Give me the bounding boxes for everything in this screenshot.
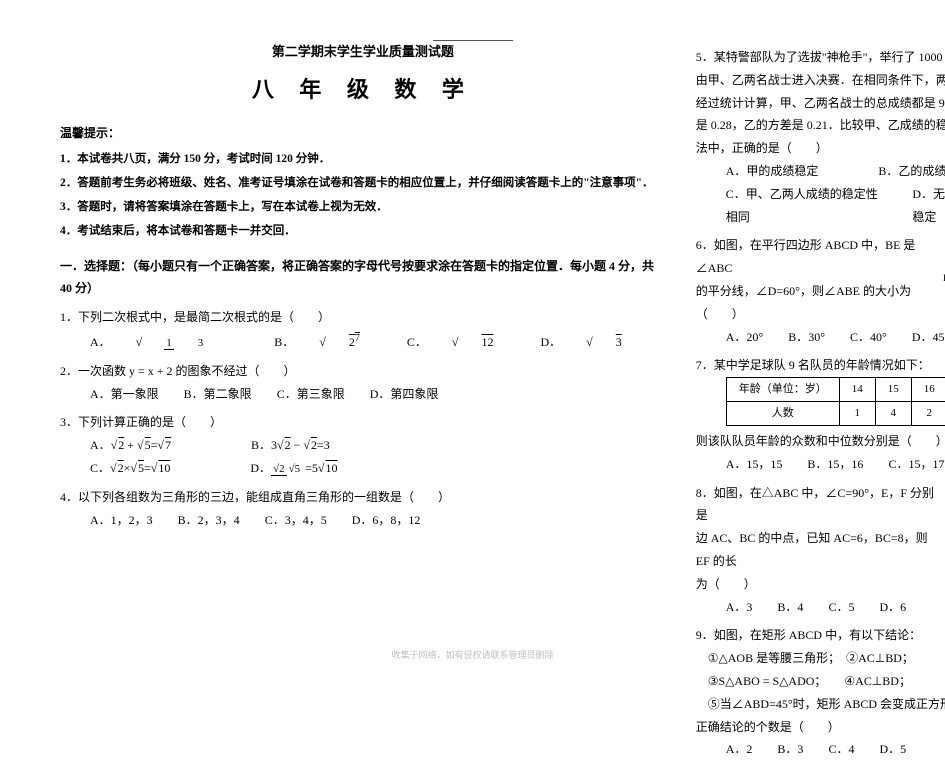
q9-options: A．2 B．3 C．4 D．5	[696, 738, 945, 761]
question-6: 6．如图，在平行四边形 ABCD 中，BE 是∠ABC 的平分线，∠D=60°，…	[696, 234, 945, 348]
tip-2: 2．答题前考生务必将班级、姓名、准考证号填涂在试卷和答题卡的相应位置上，并仔细阅…	[60, 173, 666, 195]
q8-stem-b: 边 AC、BC 的中点，已知 AC=6，BC=8，则 EF 的长	[696, 527, 945, 573]
q8-stem-a: 8．如图，在△ABC 中，∠C=90°，E，F 分别是	[696, 482, 945, 528]
tips-label: 温馨提示：	[60, 122, 666, 145]
question-8: 8．如图，在△ABC 中，∠C=90°，E，F 分别是 边 AC、BC 的中点，…	[696, 482, 945, 619]
q3-stem: 3．下列计算正确的是（ ）	[60, 411, 666, 434]
q1-stem: 1．下列二次根式中，是最简二次根式的是（ ）	[60, 306, 666, 329]
section-1-header: 一．选择题：（每小题只有一个正确答案，将正确答案的字母代号按要求涂在答题卡的指定…	[60, 255, 666, 301]
q4-stem: 4．以下列各组数为三角形的三边，能组成直角三角形的一组数是（ ）	[60, 486, 666, 509]
q6-options: A．20° B．30° C．40° D．45°	[696, 326, 945, 349]
question-4: 4．以下列各组数为三角形的三边，能组成直角三角形的一组数是（ ） A．1，2，3…	[60, 486, 666, 532]
q7-tail: 则该队队员年龄的众数和中位数分别是（ ）	[696, 430, 945, 453]
q8-options: A．3 B．4 C．5 D．6	[696, 596, 945, 619]
q9-line-3: ⑤当∠ABD=45°时，矩形 ABCD 会变成正方形．	[696, 693, 945, 716]
q6-stem-b: 的平分线，∠D=60°，则∠ABE 的大小为（ ）	[696, 280, 945, 326]
q8-stem-c: 为（ ）	[696, 573, 945, 596]
q5-options: A．甲的成绩稳定 B．乙的成绩稳定 C．甲、乙两人成绩的稳定性相同 D．无法确定…	[696, 160, 945, 228]
q2-options: A．第一象限 B．第二象限 C．第三象限 D．第四象限	[60, 383, 666, 406]
question-1: 1．下列二次根式中，是最简二次根式的是（ ） A． √13 B． √27 C． …	[60, 306, 666, 354]
tip-3: 3．答题时，请将答案填涂在答题卡上，写在本试卷上视为无效．	[60, 197, 666, 219]
q7-options: A．15，15 B．15，16 C．15，17 D．16，15	[696, 453, 945, 476]
q1-options: A． √13 B． √27 C． √12 D． √3	[60, 329, 666, 354]
exam-header: 第二学期末学生学业质量测试题	[60, 40, 666, 65]
exam-title: 八 年 级 数 学	[60, 69, 666, 111]
q7-stem: 7．某中学足球队 9 名队员的年龄情况如下：	[696, 354, 945, 377]
q7-table: 年龄（单位：岁） 14 15 16 17 人数 1 4 2 2	[726, 377, 945, 426]
q2-stem: 2．一次函数 y = x + 2 的图象不经过（ ）	[60, 360, 666, 383]
q3-options: A．√2 + √5=√7 B．3√2 − √2=3 C．√2×√5=√10 D．…	[60, 434, 666, 480]
q9-stem-a: 9．如图，在矩形 ABCD 中，有以下结论：	[696, 624, 945, 647]
question-7: 7．某中学足球队 9 名队员的年龄情况如下： 年龄（单位：岁） 14 15 16…	[696, 354, 945, 475]
question-3: 3．下列计算正确的是（ ） A．√2 + √5=√7 B．3√2 − √2=3 …	[60, 411, 666, 479]
q4-options: A．1，2，3 B．2，3，4 C．3，4，5 D．6，8，12	[60, 509, 666, 532]
q9-tail: 正确结论的个数是（ ）	[696, 716, 945, 739]
q9-line-2: ③S△ABO = S△ADO； ④AC⊥BD；	[696, 670, 945, 693]
question-9: 9．如图，在矩形 ABCD 中，有以下结论： ①△AOB 是等腰三角形； ②AC…	[696, 624, 945, 761]
q5-stem: 5．某特警部队为了选拔"神枪手"，举行了 1000 米射击比赛．最后由甲、乙两名…	[696, 46, 945, 160]
tip-4: 4．考试结束后，将本试卷和答题卡一并交回．	[60, 221, 666, 243]
question-2: 2．一次函数 y = x + 2 的图象不经过（ ） A．第一象限 B．第二象限…	[60, 360, 666, 406]
question-5: 5．某特警部队为了选拔"神枪手"，举行了 1000 米射击比赛．最后由甲、乙两名…	[696, 46, 945, 228]
footer-note: 收集于网络，如有侵权请联系管理员删除	[0, 648, 945, 661]
q6-stem-a: 6．如图，在平行四边形 ABCD 中，BE 是∠ABC	[696, 234, 945, 280]
tip-1: 1．本试卷共八页，满分 150 分，考试时间 120 分钟．	[60, 149, 666, 171]
